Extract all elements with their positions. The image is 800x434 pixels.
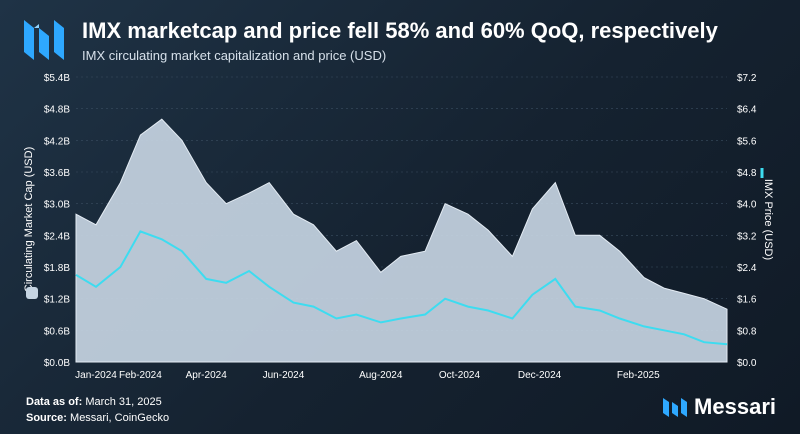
page-title: IMX marketcap and price fell 58% and 60%… bbox=[82, 18, 718, 43]
x-tick-label: Feb-2024 bbox=[119, 370, 162, 381]
y-left-tick-label: $0.0B bbox=[44, 358, 70, 369]
y-left-tick-label: $5.4B bbox=[44, 73, 70, 84]
y-right-tick-label: $4.0 bbox=[737, 200, 757, 211]
brand: Messari bbox=[662, 394, 776, 420]
source-label: Source: bbox=[26, 412, 67, 424]
x-tick-label: Apr-2024 bbox=[186, 370, 228, 381]
brand-name: Messari bbox=[694, 394, 776, 419]
x-tick-label: Dec-2024 bbox=[518, 370, 562, 381]
messari-logo-icon bbox=[24, 20, 64, 60]
legend-marketcap-swatch bbox=[26, 287, 38, 299]
y-left-tick-label: $4.8B bbox=[44, 105, 70, 116]
y-right-tick-label: $2.4 bbox=[737, 263, 757, 274]
source: Source: Messari, CoinGecko bbox=[26, 412, 169, 424]
y-left-tick-label: $4.2B bbox=[44, 136, 70, 147]
x-tick-label: Jan-2024 bbox=[75, 370, 117, 381]
y-right-tick-label: $0.0 bbox=[737, 358, 757, 369]
y-left-tick-label: $1.8B bbox=[44, 263, 70, 274]
price-line bbox=[75, 230, 728, 346]
y-right-axis-label: IMX Price (USD) bbox=[762, 179, 774, 260]
marketcap-area bbox=[75, 118, 728, 363]
y-left-tick-label: $2.4B bbox=[44, 231, 70, 242]
x-tick-label: Jun-2024 bbox=[263, 370, 305, 381]
y-right-tick-label: $7.2 bbox=[737, 73, 757, 84]
y-right-tick-label: $0.8 bbox=[737, 326, 757, 337]
data-as-of: Data as of: March 31, 2025 bbox=[26, 396, 162, 408]
y-left-tick-label: $1.2B bbox=[44, 295, 70, 306]
source-value: Messari, CoinGecko bbox=[70, 412, 170, 424]
y-right-tick-label: $5.6 bbox=[737, 136, 757, 147]
y-right-tick-label: $1.6 bbox=[737, 295, 757, 306]
y-right-tick-label: $4.8 bbox=[737, 168, 757, 179]
messari-brand-icon bbox=[663, 398, 688, 417]
data-as-of-label: Data as of: bbox=[26, 396, 83, 408]
x-tick-label: Oct-2024 bbox=[439, 370, 481, 381]
y-right-tick-label: $6.4 bbox=[737, 105, 757, 116]
y-left-axis-label: Circulating Market Cap (USD) bbox=[23, 147, 35, 292]
y-left-tick-label: $0.6B bbox=[44, 326, 70, 337]
data-as-of-value: March 31, 2025 bbox=[85, 396, 162, 408]
page-subtitle: IMX circulating market capitalization an… bbox=[82, 48, 387, 63]
x-tick-label: Aug-2024 bbox=[359, 370, 403, 381]
x-tick-label: Feb-2025 bbox=[617, 370, 660, 381]
y-left-tick-label: $3.6B bbox=[44, 168, 70, 179]
y-left-tick-label: $3.0B bbox=[44, 200, 70, 211]
y-right-tick-label: $3.2 bbox=[737, 231, 757, 242]
